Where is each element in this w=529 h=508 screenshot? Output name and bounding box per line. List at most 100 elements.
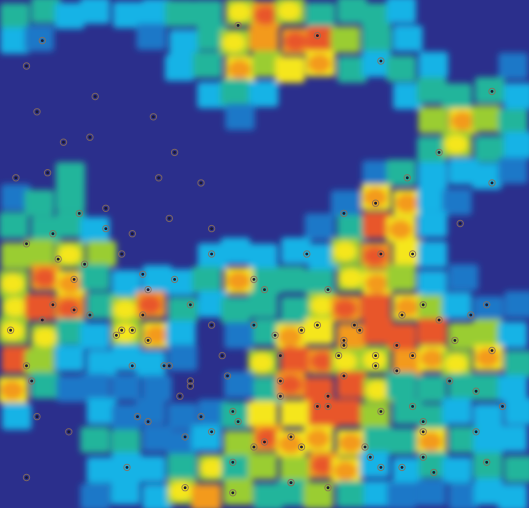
sample-point-ring <box>488 179 496 187</box>
heatmap-cell <box>1 184 31 211</box>
sample-point-ring <box>271 331 279 339</box>
heatmap-cell <box>80 373 110 400</box>
sample-point <box>189 384 192 388</box>
sample-point <box>210 430 214 434</box>
sample-point <box>437 151 441 154</box>
heatmap-cell <box>135 350 166 377</box>
heatmap-cell <box>56 318 86 345</box>
sample-point-ring <box>297 326 306 334</box>
heatmap-cell <box>386 159 416 186</box>
heatmap-cell <box>418 107 448 134</box>
sample-point <box>374 364 377 368</box>
sample-point <box>379 252 383 256</box>
sample-point-ring <box>22 62 31 70</box>
heatmap-cell-core <box>365 321 389 341</box>
sample-point-ring <box>197 412 205 421</box>
sample-point-ring <box>65 428 73 436</box>
heatmap-cell <box>336 481 366 508</box>
sample-point-ring <box>340 372 348 380</box>
heatmap-cell <box>417 270 447 297</box>
sample-point-ring <box>86 133 94 141</box>
sample-point <box>14 176 18 180</box>
heatmap-cell <box>169 29 199 57</box>
sample-point-ring <box>33 108 41 116</box>
sample-point <box>485 303 489 307</box>
heatmap-cell <box>303 482 334 508</box>
sample-point <box>411 405 414 408</box>
heatmap-cell <box>168 297 198 324</box>
heatmap-cell <box>248 291 278 318</box>
heatmap-cell <box>221 402 251 429</box>
sample-point <box>300 445 303 449</box>
sample-point-ring <box>260 285 269 294</box>
heatmap-cell <box>31 216 61 243</box>
heatmap-cell-core <box>254 5 278 25</box>
sample-point <box>342 339 346 342</box>
sample-point-ring <box>149 113 158 121</box>
sample-point-ring <box>186 377 195 385</box>
heatmap-cell <box>24 189 54 217</box>
sample-point-ring <box>49 230 57 238</box>
heatmap-cell <box>253 483 284 508</box>
heatmap-cell <box>111 374 141 401</box>
heatmap-cell <box>191 424 222 451</box>
heatmap-cell-core <box>249 404 274 424</box>
heatmap-cell <box>142 425 173 452</box>
sample-point <box>88 135 92 139</box>
sample-point <box>136 415 139 418</box>
heatmap-cell <box>0 27 30 54</box>
heatmap-cell <box>80 483 110 508</box>
sample-point <box>263 440 266 444</box>
sample-point-ring <box>303 250 311 258</box>
sample-point <box>289 435 293 439</box>
heatmap-cell <box>197 243 228 270</box>
heatmap-cell-core <box>306 381 330 401</box>
sample-point <box>35 415 39 418</box>
heatmap-cell <box>281 237 311 264</box>
heatmap-cell <box>247 453 278 480</box>
sample-point <box>72 308 76 312</box>
heatmap-cell-core <box>57 245 81 265</box>
sample-point <box>252 323 256 327</box>
sample-point <box>25 476 28 479</box>
sample-point-ring <box>472 428 480 436</box>
heatmap-cell <box>474 77 505 104</box>
heatmap-cell <box>497 425 528 452</box>
heatmap-cell <box>386 372 417 399</box>
heatmap-cell <box>224 371 254 398</box>
sample-point <box>183 435 187 439</box>
sample-point-ring <box>324 484 332 492</box>
sample-point <box>199 415 203 418</box>
heatmap-cell <box>164 0 195 27</box>
sample-point-ring <box>123 463 131 472</box>
heatmap-cell <box>80 217 110 244</box>
sample-point <box>130 364 134 368</box>
sample-point-ring <box>371 199 380 207</box>
sample-point <box>458 222 462 225</box>
heatmap-cell <box>142 484 172 508</box>
heatmap-cell <box>86 350 117 377</box>
sample-point <box>252 445 256 449</box>
heatmap-cell <box>473 296 504 323</box>
sample-point <box>72 278 76 281</box>
sample-point-ring <box>207 321 216 329</box>
sample-point <box>220 354 224 357</box>
sample-point-ring <box>218 351 226 360</box>
sample-point-ring <box>435 316 443 324</box>
heatmap-cell <box>2 403 32 430</box>
sample-point <box>183 486 187 490</box>
sample-point-ring <box>467 311 475 319</box>
sample-point-ring <box>165 362 174 370</box>
sample-point-ring <box>22 362 31 370</box>
sample-point-ring <box>408 351 417 360</box>
heatmap-cell <box>497 321 528 348</box>
heatmap-cell-core <box>363 187 387 208</box>
heatmap-cell <box>86 240 117 267</box>
heatmap-cell <box>361 50 392 77</box>
heatmap-cell <box>386 55 416 82</box>
sample-point <box>316 34 319 37</box>
sample-point-ring <box>139 311 147 319</box>
heatmap-cell <box>307 243 338 270</box>
sample-points <box>6 21 507 497</box>
